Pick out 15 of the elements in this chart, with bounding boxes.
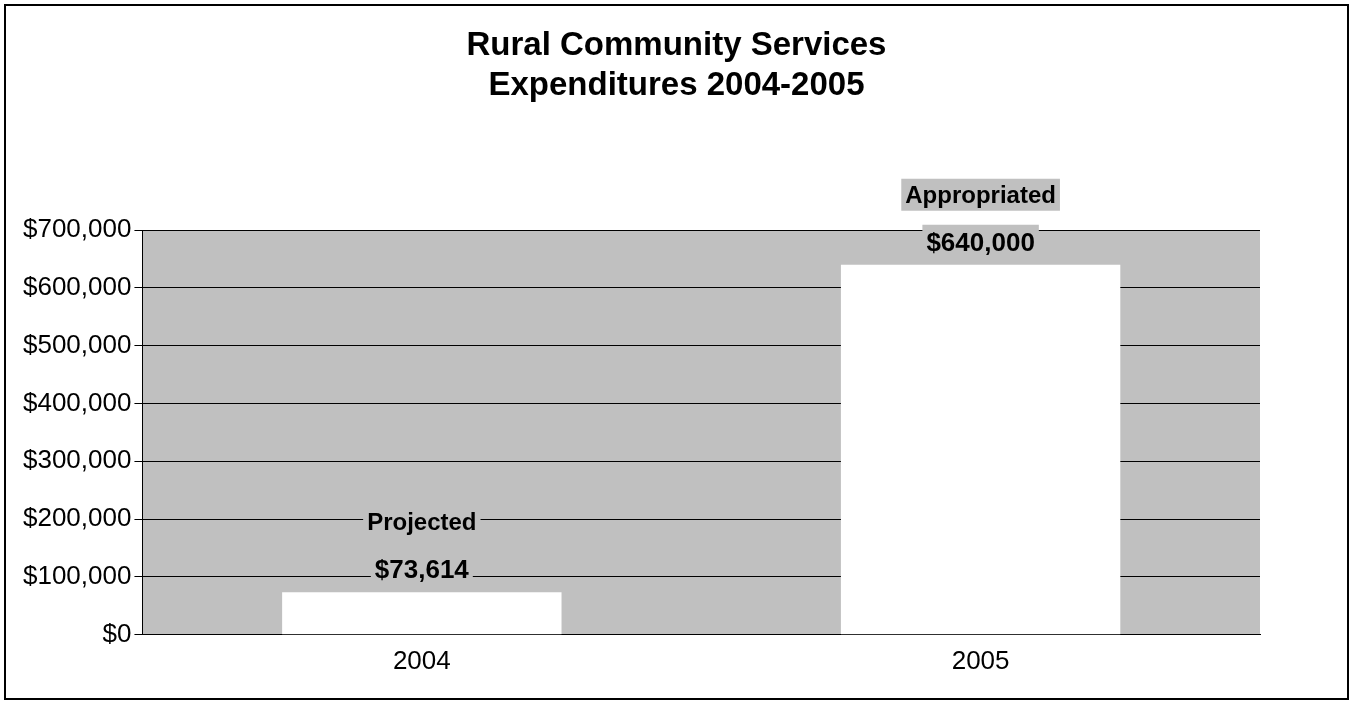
annotation: Projected bbox=[367, 508, 477, 536]
y-tick-label: $700,000 bbox=[22, 213, 132, 244]
x-tick-label: 2004 bbox=[392, 644, 451, 675]
data-label: $640,000 bbox=[926, 226, 1035, 257]
y-tick-label: $300,000 bbox=[22, 444, 132, 475]
y-tick-label: $500,000 bbox=[22, 328, 132, 359]
data-label: $73,614 bbox=[374, 554, 470, 585]
chart-title: Rural Community Services Expenditures 2004-2005 bbox=[465, 24, 888, 104]
text: Appropriated bbox=[905, 180, 1056, 208]
y-tick-label: $600,000 bbox=[22, 271, 132, 301]
y-tick-label: $100,000 bbox=[22, 560, 132, 591]
x-tick-label: 2005 bbox=[951, 644, 1010, 675]
y-tick-label: $0 bbox=[102, 617, 132, 648]
y-tick-label: $400,000 bbox=[22, 386, 132, 417]
y-tick-label: $200,000 bbox=[22, 502, 132, 533]
